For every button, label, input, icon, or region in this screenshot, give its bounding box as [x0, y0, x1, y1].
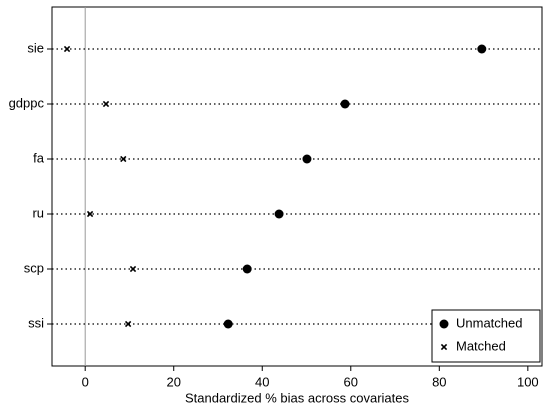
legend-label: Unmatched: [456, 315, 522, 330]
y-tick-label: sie: [27, 40, 44, 55]
y-tick-label: ru: [32, 205, 44, 220]
x-marker: [63, 45, 71, 53]
plot-frame: [51, 6, 543, 367]
y-tick-label: scp: [24, 260, 44, 275]
x-axis-label: Standardized % bias across covariates: [185, 390, 410, 405]
legend-box: [431, 309, 541, 363]
x-marker: [129, 265, 137, 273]
x-tick-label: 60: [344, 374, 358, 389]
dot-marker: [302, 154, 312, 164]
x-tick-label: 40: [255, 374, 269, 389]
legend-label: Matched: [456, 338, 506, 353]
x-marker: [120, 155, 127, 163]
dot-marker: [242, 264, 252, 274]
dot-marker: [223, 319, 233, 329]
legend-marker: [440, 343, 448, 351]
dot-marker: [274, 209, 284, 219]
dot-marker: [340, 99, 350, 109]
dot-marker: [477, 44, 487, 54]
x-tick-label: 20: [166, 374, 180, 389]
x-marker: [86, 210, 94, 218]
x-tick-label: 100: [517, 374, 539, 389]
legend-marker: [439, 319, 449, 329]
y-tick-label: gdppc: [9, 95, 45, 110]
x-marker: [102, 100, 110, 108]
x-tick-label: 80: [432, 374, 446, 389]
x-tick-label: 0: [82, 374, 89, 389]
y-tick-label: fa: [33, 150, 45, 165]
x-marker: [124, 320, 132, 328]
y-tick-label: ssi: [28, 315, 44, 330]
